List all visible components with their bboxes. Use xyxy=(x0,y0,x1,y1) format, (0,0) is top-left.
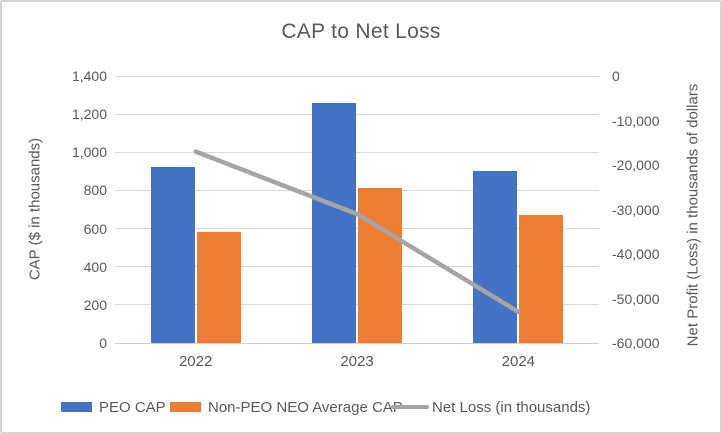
plot-area xyxy=(115,75,599,344)
right-axis-tick-label: -50,000 xyxy=(612,290,660,307)
net-loss-line xyxy=(193,149,521,315)
right-axis-tick-label: -20,000 xyxy=(612,157,660,173)
peo-cap-swatch-icon xyxy=(61,402,92,412)
legend-item-non-peo-cap: Non-PEO NEO Average CAP xyxy=(170,397,403,417)
right-axis-tick-label: 0 xyxy=(612,68,620,84)
left-axis-tick-label: 600 xyxy=(83,220,107,237)
bar-peo-cap-2024 xyxy=(473,171,518,343)
right-axis-tick-label: -60,000 xyxy=(612,335,660,351)
bar-non-peo-neo-average-cap-2022 xyxy=(196,232,241,343)
category-label-2024: 2024 xyxy=(501,353,536,370)
right-axis-tick-label: -30,000 xyxy=(612,201,660,218)
bar-peo-cap-2023 xyxy=(312,102,356,343)
gridline xyxy=(115,304,599,306)
chart-title: CAP to Net Loss xyxy=(281,20,441,43)
gridline xyxy=(115,228,599,230)
left-axis-tick-label: 800 xyxy=(83,182,107,199)
category-label-2022: 2022 xyxy=(178,353,213,370)
net-loss-polyline xyxy=(193,149,521,315)
non-peo-cap-swatch-icon xyxy=(170,402,201,412)
right-axis-tick-label: -10,000 xyxy=(612,112,660,129)
gridline xyxy=(115,189,599,191)
legend-label: Net Loss (in thousands) xyxy=(432,398,591,416)
right-axis-tick-label: -40,000 xyxy=(612,246,660,262)
legend-item-peo-cap: PEO CAP xyxy=(61,397,166,417)
gridline xyxy=(115,151,599,153)
x-axis-line xyxy=(115,342,599,344)
net-loss-line-swatch-icon xyxy=(391,404,429,410)
bar-non-peo-neo-average-cap-2024 xyxy=(519,215,564,343)
left-axis-tick-label: 400 xyxy=(83,258,107,275)
left-axis-tick-label: 1,200 xyxy=(71,106,107,123)
legend: PEO CAP Non-PEO NEO Average CAP Net Loss… xyxy=(2,397,720,419)
category-label-2023: 2023 xyxy=(340,353,374,370)
legend-label: PEO CAP xyxy=(99,398,166,416)
legend-item-net-loss: Net Loss (in thousands) xyxy=(391,397,590,417)
left-axis-tick-label: 1,000 xyxy=(71,144,107,161)
legend-label: Non-PEO NEO Average CAP xyxy=(208,398,403,416)
left-axis-tick-label: 200 xyxy=(83,296,107,313)
left-axis-tick-label: 0 xyxy=(99,335,107,351)
gridline xyxy=(115,266,599,268)
bar-non-peo-neo-average-cap-2023 xyxy=(358,187,402,343)
right-axis-title: Net Profit (Loss) in thousands of dollar… xyxy=(684,83,702,347)
left-axis-tick-label: 1,400 xyxy=(71,68,107,84)
gridline xyxy=(115,113,599,115)
bar-peo-cap-2022 xyxy=(150,166,195,343)
gridline xyxy=(115,75,599,77)
